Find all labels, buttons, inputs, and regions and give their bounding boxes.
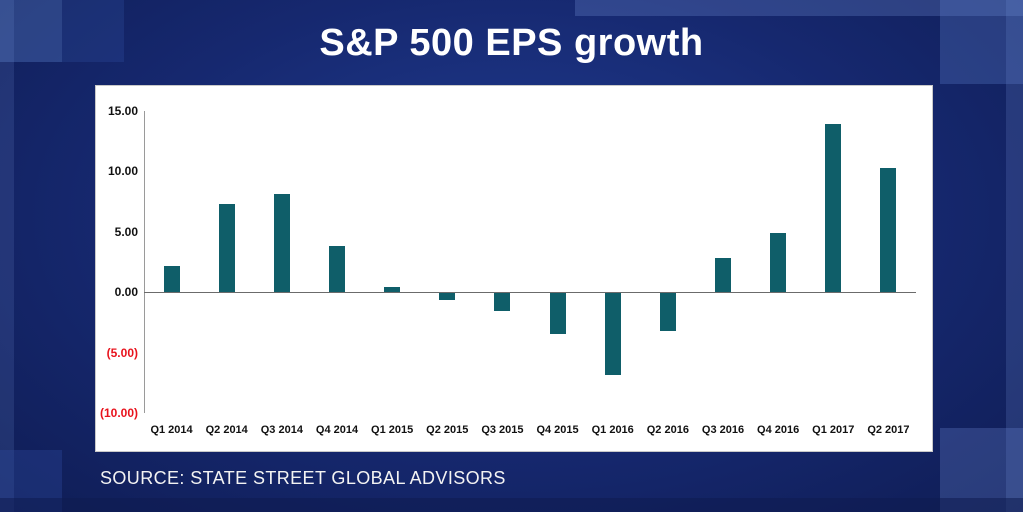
bar-q2-2017 [880,167,897,293]
bar-q2-2015 [439,293,456,301]
x-tick-label: Q3 2014 [260,424,303,436]
x-tick-label: Q1 2014 [150,424,193,436]
y-tick-label: (10.00) [99,406,138,420]
background-shape [0,450,62,512]
x-tick-label: Q3 2015 [481,424,524,436]
x-tick-label: Q1 2015 [371,424,414,436]
y-tick-label: 0.00 [114,285,138,300]
x-tick-label: Q2 2016 [646,424,689,436]
bar-q1-2017 [825,124,842,293]
chart-panel: 15.00 10.00 5.00 0.00 (5.00) (10.00) Q1 2014 Q2… [95,85,933,452]
bar-q3-2015 [494,293,511,312]
bar-q2-2014 [218,204,235,293]
x-tick-label: Q1 2017 [812,424,855,436]
y-tick-label: 10.00 [107,164,138,179]
y-axis-line [144,111,145,413]
bar-q4-2014 [329,246,345,293]
x-tick-label: Q4 2016 [757,424,800,436]
bar-q3-2014 [273,194,290,293]
x-tick-label: Q2 2015 [426,424,469,436]
chart-title: S&P 500 EPS growth [319,22,704,64]
bar-q2-2016 [659,293,676,331]
zero-baseline [144,292,916,294]
background-shape [0,0,14,512]
bar-q4-2015 [549,293,566,335]
background-shape [575,0,1023,16]
x-tick-label: Q4 2014 [315,424,359,436]
y-tick-label: 15.00 [107,104,138,118]
x-tick-label: Q1 2016 [591,424,634,436]
y-tick-label: (5.00) [106,345,138,360]
x-tick-label: Q3 2016 [701,424,745,436]
background-shape [1006,0,1023,512]
background-shape [0,498,1023,512]
x-tick-label: Q4 2015 [536,424,579,436]
y-tick-label: 5.00 [114,224,138,239]
bar-q1-2016 [604,293,621,376]
x-tick-label: Q2 2014 [205,424,248,436]
background-shape [940,428,1023,512]
bar-q3-2016 [715,258,731,293]
x-tick-label: Q2 2017 [867,424,910,436]
source-caption: SOURCE: STATE STREET GLOBAL ADVISORS [100,468,506,488]
bar-q4-2016 [770,233,787,293]
bar-q1-2015 [384,287,401,293]
bar-q1-2014 [163,265,180,293]
